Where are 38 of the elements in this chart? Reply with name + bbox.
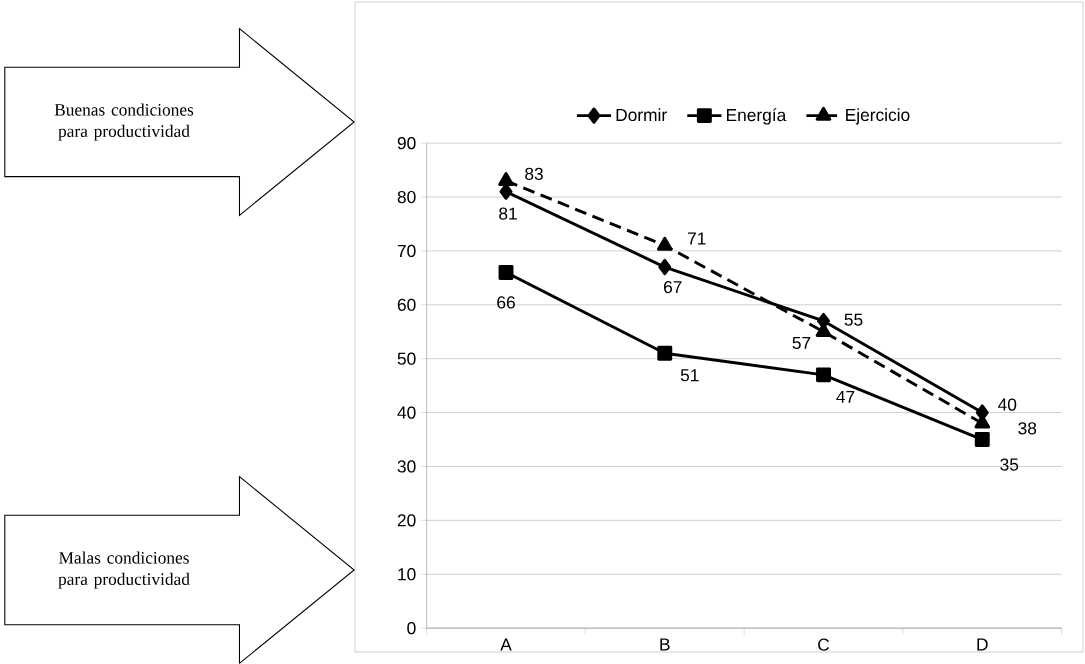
data-label: 57	[792, 336, 811, 350]
point	[657, 345, 673, 361]
data-label: 38	[1018, 422, 1037, 435]
x-tick-label: D	[977, 638, 988, 651]
legend-label: Energía	[726, 108, 787, 125]
data-label: 67	[664, 281, 682, 294]
y-tick-label: 90	[397, 137, 416, 150]
y-tick-label: 40	[397, 406, 416, 419]
y-tick-label: 70	[397, 244, 416, 258]
point	[974, 432, 990, 448]
legend-label: Ejercicio	[846, 108, 910, 125]
x-tick-label: B	[660, 638, 670, 651]
y-tick-label: 30	[397, 460, 416, 473]
data-label: 66	[497, 296, 515, 309]
x-tick-label: A	[500, 638, 512, 651]
y-tick-label: 80	[397, 190, 416, 204]
y-tick-label: 60	[397, 298, 416, 311]
data-label: 71	[688, 232, 706, 245]
point	[658, 259, 672, 276]
y-tick-label: 20	[397, 514, 416, 527]
data-label: 81	[499, 207, 517, 220]
y-tick-label: 50	[397, 352, 416, 365]
data-label: 55	[844, 313, 863, 326]
data-label: 83	[525, 167, 543, 181]
data-label: 51	[680, 369, 699, 382]
data-label: 35	[1000, 458, 1019, 471]
point	[656, 236, 673, 251]
data-label: 40	[998, 398, 1017, 411]
point	[498, 172, 514, 187]
text: Malas condiciones para productividad	[58, 551, 190, 589]
point	[816, 367, 831, 383]
legend-label: Dormir	[616, 108, 667, 122]
text: Buenas condiciones para productividad	[54, 103, 194, 141]
x-tick-label: C	[818, 638, 830, 651]
y-tick-label: 10	[398, 568, 416, 581]
data-label: 47	[836, 390, 855, 403]
point	[498, 265, 514, 280]
y-tick-label: 0	[407, 622, 416, 635]
